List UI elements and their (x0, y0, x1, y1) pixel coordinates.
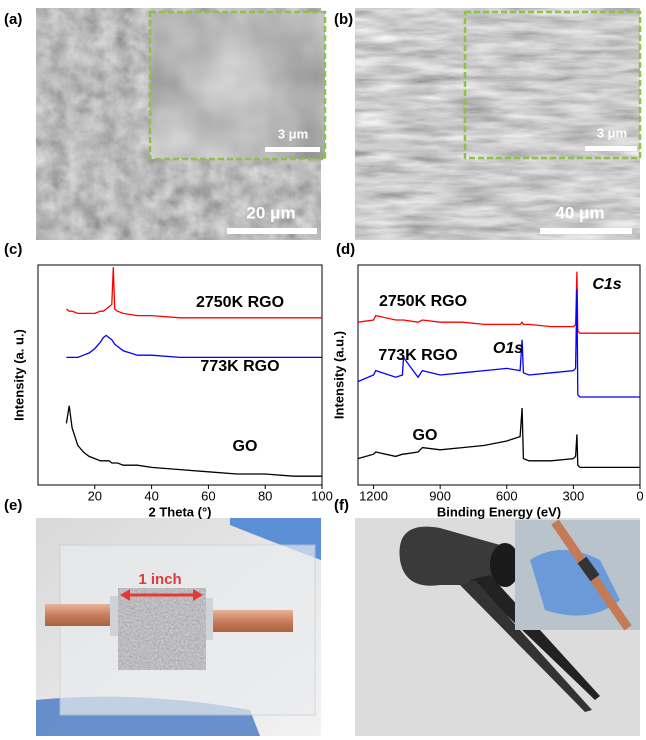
x-axis-label: 2 Theta (°) (149, 504, 212, 519)
y-axis-label: Intensity (a. u.) (11, 329, 26, 421)
scale-bar (540, 228, 632, 234)
panel-b: (b) 3 μm 40 μm (334, 8, 640, 240)
x-tick-label: 1200 (359, 488, 388, 503)
panel-f: (f) (334, 497, 640, 736)
series-label: 2750K RGO (379, 293, 467, 310)
series-label: GO (233, 438, 258, 455)
annotation: O1s (493, 340, 523, 357)
x-tick-label: 60 (201, 488, 215, 503)
series-line (358, 408, 640, 467)
scale-bar (585, 146, 637, 151)
chart: (d) 1200 900 600 300 0 Binding Energy (eV) Inte… (331, 241, 643, 519)
panel-label: (b) (334, 11, 353, 28)
chart: (c) 20 40 60 80 100 2 Theta (°) Intensity (a. u… (4, 241, 333, 519)
rgo-film (118, 588, 206, 670)
copper-strip (45, 604, 120, 626)
x-tick-label: 80 (258, 488, 272, 503)
copper-strip (205, 610, 293, 632)
y-axis-label: Intensity (a.u.) (331, 331, 346, 419)
scale-bar (265, 147, 320, 152)
series-line (66, 406, 322, 476)
x-tick-label: 900 (429, 488, 451, 503)
annotation: 1 inch (138, 571, 181, 588)
scale-bar (227, 228, 317, 234)
figure: (a) 3 μm 20 μm (b) 3 μm 40 μm (e) 1 inch… (0, 0, 646, 740)
panel-label: (e) (4, 497, 22, 514)
x-axis-label: Binding Energy (eV) (437, 504, 561, 519)
x-tick-label: 20 (88, 488, 102, 503)
series-label: GO (413, 427, 438, 444)
x-tick-label: 300 (563, 488, 585, 503)
series-label: 773K RGO (200, 358, 279, 375)
scale-bar-label: 20 μm (246, 203, 295, 222)
scale-bar-label: 40 μm (555, 203, 604, 222)
series-line (66, 335, 322, 357)
x-tick-label: 0 (636, 488, 643, 503)
scale-bar-label: 3 μm (278, 126, 308, 141)
panel-a: (a) 3 μm 20 μm (4, 8, 325, 240)
series-label: 773K RGO (378, 347, 457, 364)
panel-e: (e) 1 inch (4, 497, 321, 736)
panel-label: (a) (4, 11, 22, 28)
x-tick-label: 40 (144, 488, 158, 503)
scale-bar-label: 3 μm (597, 125, 627, 140)
panel-label: (c) (4, 241, 22, 258)
x-tick-label: 600 (496, 488, 518, 503)
panel-label: (d) (336, 241, 355, 258)
annotation: C1s (592, 276, 621, 293)
series-label: 2750K RGO (196, 294, 284, 311)
panel-label: (f) (334, 497, 349, 514)
x-tick-label: 100 (311, 488, 333, 503)
